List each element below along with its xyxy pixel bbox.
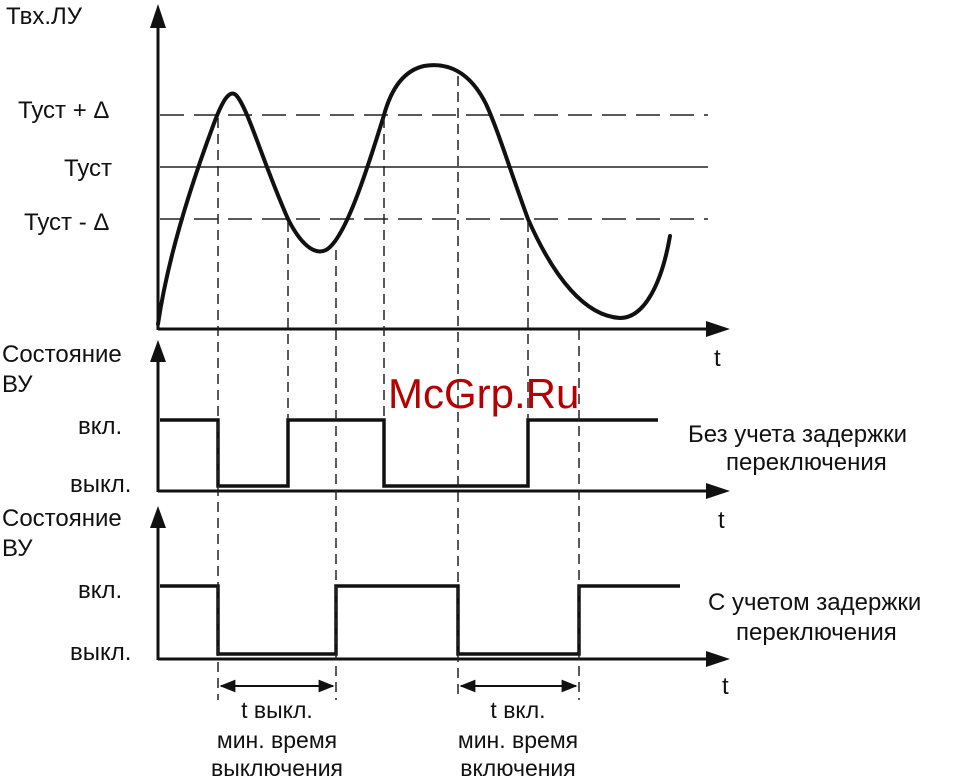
on-interval-label-line3: включения	[460, 755, 575, 781]
temperature-graph: Твх.ЛУ Туст + Δ Туст Туст - Δ t	[6, 3, 730, 372]
on-label-3: вкл.	[78, 577, 122, 604]
projection-lines	[217, 76, 580, 700]
state-graph-no-delay: Состояние ВУ вкл. выкл. t Без учета заде…	[2, 340, 907, 534]
off-label-2: выкл.	[70, 471, 131, 498]
temperature-curve	[156, 63, 672, 326]
y-axis-label-1: Твх.ЛУ	[6, 3, 83, 30]
on-interval-label-line1: t вкл.	[490, 697, 545, 723]
y-axis-arrow-1	[150, 4, 166, 28]
on-label-2: вкл.	[78, 413, 122, 440]
y-axis-label-3-line1: Состояние	[2, 505, 122, 532]
state-graph-with-delay: Состояние ВУ вкл. выкл. t С учетом задер…	[2, 505, 921, 700]
x-axis-label-2: t	[718, 507, 725, 534]
off-interval-label-line3: выключения	[211, 755, 343, 781]
caption-no-delay-line2: переключения	[726, 449, 887, 476]
upper-threshold-label: Туст + Δ	[18, 97, 109, 124]
x-axis-label-3: t	[722, 673, 729, 700]
watermark: McGrp.Ru	[388, 370, 579, 417]
x-axis-arrow-3	[706, 651, 730, 667]
x-axis-arrow-1	[706, 321, 730, 337]
x-axis-arrow-2	[706, 483, 730, 499]
x-axis-label-1: t	[714, 345, 721, 372]
state-signal-no-delay	[160, 418, 658, 488]
off-interval-label-line1: t выкл.	[241, 697, 313, 723]
y-axis-label-2-line2: ВУ	[2, 371, 33, 398]
y-axis-label-2-line1: Состояние	[2, 341, 122, 368]
caption-with-delay-line2: переключения	[736, 619, 897, 646]
state-signal-with-delay	[160, 584, 680, 656]
caption-with-delay-line1: С учетом задержки	[708, 589, 921, 616]
off-label-3: выкл.	[70, 639, 131, 666]
lower-threshold-label: Туст - Δ	[24, 209, 109, 236]
y-axis-label-3-line2: ВУ	[2, 535, 33, 562]
on-interval-label-line2: мин. время	[458, 727, 578, 753]
setpoint-label: Туст	[64, 155, 112, 182]
y-axis-arrow-2	[150, 340, 166, 362]
off-interval-label-line2: мин. время	[217, 727, 337, 753]
interval-annotations: t выкл. мин. время выключения t вкл. мин…	[211, 679, 578, 781]
caption-no-delay-line1: Без учета задержки	[688, 421, 907, 448]
y-axis-arrow-3	[150, 506, 166, 528]
